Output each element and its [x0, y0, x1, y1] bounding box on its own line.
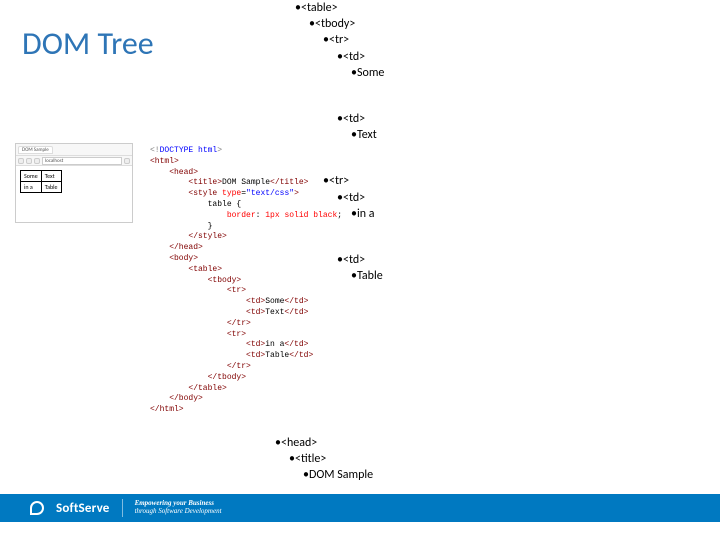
tree-node: •<table>	[295, 0, 384, 16]
code-cell: in a	[265, 340, 284, 349]
table-row: in a Table	[21, 182, 62, 193]
reload-icon	[34, 158, 40, 164]
browser-screenshot: DOM Sample localhost Some Text in a Tabl…	[15, 143, 133, 223]
code-doctype: <!	[150, 146, 160, 155]
tree-node: •<td>	[337, 190, 384, 206]
tagline-small: through Software Development	[135, 507, 222, 515]
browser-tabs: DOM Sample	[16, 144, 132, 156]
table-cell: Some	[21, 171, 42, 182]
table-cell: Table	[41, 182, 61, 193]
footer-tagline: Empowering your Business through Softwar…	[135, 500, 222, 515]
brand-name: SoftServe	[56, 501, 110, 516]
tree-node: •<td>	[337, 252, 384, 268]
table-cell: in a	[21, 182, 42, 193]
rendered-table: Some Text in a Table	[20, 170, 62, 193]
tree-node: •<tbody>	[309, 16, 384, 32]
footer-divider	[122, 499, 123, 517]
table-row: Some Text	[21, 171, 62, 182]
logo-icon	[30, 501, 44, 515]
tree-node: •Table	[351, 268, 384, 284]
browser-address-bar: localhost	[16, 156, 132, 166]
dom-tree-body: •<table>•<tbody>•<tr>•<td>•Some•<td>•Tex…	[295, 0, 384, 284]
code-cell: Table	[265, 351, 289, 360]
tree-node: •<head>	[275, 435, 373, 451]
browser-tab: DOM Sample	[18, 146, 53, 154]
tree-node: •<tr>	[323, 173, 384, 189]
forward-icon	[26, 158, 32, 164]
code-css-prop: border	[227, 211, 256, 220]
code-cell: Some	[265, 297, 284, 306]
code-css-selector: table {	[208, 200, 242, 209]
page-title: DOM Tree	[22, 24, 154, 63]
browser-viewport: Some Text in a Table	[16, 166, 132, 222]
table-cell: Text	[41, 171, 61, 182]
tree-node: •<td>	[337, 111, 384, 127]
tree-node: •<title>	[289, 451, 373, 467]
tree-node: •DOM Sample	[303, 467, 373, 483]
tree-node: •<tr>	[323, 32, 384, 48]
back-icon	[18, 158, 24, 164]
tree-node: •<td>	[337, 49, 384, 65]
tree-node: •Text	[351, 127, 384, 143]
dom-tree-head: •<head>•<title>•DOM Sample	[275, 435, 373, 484]
code-title-content: DOM Sample	[222, 178, 270, 187]
tree-node: •Some	[351, 65, 384, 81]
tree-node: •in a	[351, 206, 384, 222]
code-style-type: "text/css"	[246, 189, 294, 198]
address-text: localhost	[42, 157, 122, 165]
code-cell: Text	[265, 308, 284, 317]
footer-bar: SoftServe Empowering your Business throu…	[0, 494, 720, 522]
menu-icon	[124, 158, 130, 164]
